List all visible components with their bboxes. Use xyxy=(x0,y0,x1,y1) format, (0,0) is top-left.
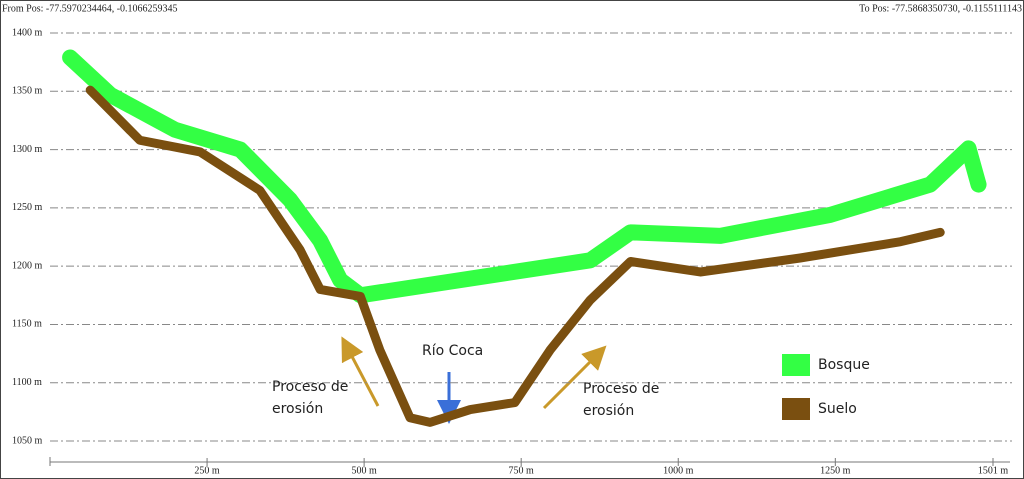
x-tick-label: 750 m xyxy=(509,465,535,476)
x-tick-label: 500 m xyxy=(351,465,377,476)
series-line xyxy=(62,49,987,304)
header-right: To Pos: -77.5868350730, -0.1155111143 xyxy=(859,3,1022,14)
annotation: Proceso de erosión xyxy=(272,379,349,417)
y-tick-label: 1150 m xyxy=(12,319,42,330)
legend-swatch xyxy=(782,398,810,420)
y-tick-label: 1400 m xyxy=(12,27,43,38)
x-tick-label: 1250 m xyxy=(820,465,851,476)
y-tick-label: 1200 m xyxy=(12,260,43,271)
arrow xyxy=(341,336,380,407)
legend-label: Bosque xyxy=(818,357,870,373)
x-tick-label: 1501 m xyxy=(978,465,1009,476)
x-tick-label: 250 m xyxy=(194,465,220,476)
arrow xyxy=(542,345,607,410)
y-tick-label: 1050 m xyxy=(12,435,43,446)
legend-swatch xyxy=(782,354,810,376)
y-tick-label: 1350 m xyxy=(12,86,43,97)
header-left: From Pos: -77.5970234464, -0.1066259345 xyxy=(2,3,178,14)
y-tick-label: 1300 m xyxy=(12,144,43,155)
legend-label: Suelo xyxy=(818,401,857,417)
y-tick-label: 1100 m xyxy=(12,377,42,388)
x-tick-label: 1000 m xyxy=(663,465,694,476)
annotation: Río Coca xyxy=(422,343,484,359)
annotation: Proceso de erosión xyxy=(583,381,660,419)
arrows xyxy=(341,336,607,424)
y-tick-label: 1250 m xyxy=(12,202,43,213)
series-line xyxy=(85,85,945,427)
